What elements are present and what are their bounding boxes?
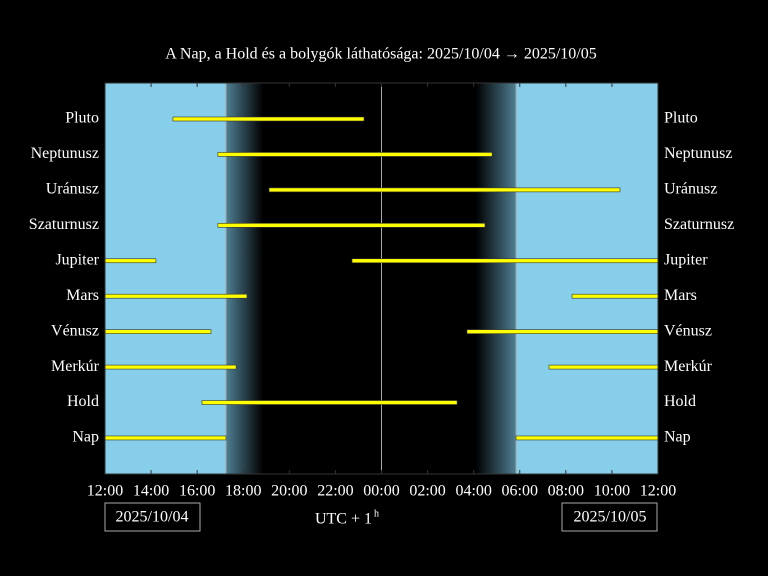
x-axis-label-sup: h xyxy=(374,508,379,519)
x-tick-label: 16:00 xyxy=(179,483,215,500)
row-label: Mars xyxy=(66,287,99,304)
x-tick-label: 04:00 xyxy=(455,483,491,500)
x-tick-label: 14:00 xyxy=(133,483,169,500)
row-label: Szaturnusz xyxy=(29,216,99,233)
end-date: 2025/10/05 xyxy=(574,509,647,526)
row-label: Uránusz xyxy=(664,181,717,198)
visibility-bar xyxy=(104,293,248,299)
row-label: Uránusz xyxy=(46,181,99,198)
row-label: Vénusz xyxy=(51,322,99,339)
x-tick-label: 02:00 xyxy=(409,483,445,500)
visibility-bar xyxy=(217,223,486,228)
date-box xyxy=(561,502,658,532)
visibility-bar xyxy=(351,258,659,264)
visibility-bar xyxy=(104,258,157,264)
chart-title: A Nap, a Hold és a bolygók láthatósága: … xyxy=(165,46,597,63)
start-date: 2025/10/04 xyxy=(116,509,189,526)
row-label: Jupiter xyxy=(664,251,708,268)
x-tick-label: 22:00 xyxy=(317,483,353,500)
day xyxy=(516,83,658,474)
visibility-bar xyxy=(201,400,458,405)
visibility-bar xyxy=(548,364,659,370)
x-tick-label: 20:00 xyxy=(271,483,307,500)
row-label: Merkúr xyxy=(51,358,100,375)
twilight xyxy=(225,83,264,474)
visibility-bar xyxy=(104,364,237,370)
visibility-bar xyxy=(104,329,212,334)
x-tick-label: 00:00 xyxy=(363,483,399,500)
row-label: Hold xyxy=(664,393,696,410)
plot-frame xyxy=(104,82,659,475)
visibility-bar xyxy=(172,116,365,122)
row-label: Hold xyxy=(67,393,99,410)
visibility-bar xyxy=(515,435,659,441)
x-tick-label: 12:00 xyxy=(87,483,123,500)
row-label: Jupiter xyxy=(55,251,99,268)
x-tick-label: 18:00 xyxy=(225,483,261,500)
row-label: Mars xyxy=(664,287,697,304)
row-label: Pluto xyxy=(664,110,698,127)
date-box xyxy=(104,502,201,532)
row-label: Vénusz xyxy=(664,322,712,339)
row-label: Nap xyxy=(664,429,691,446)
visibility-bar xyxy=(571,293,659,299)
visibility-bar xyxy=(104,435,227,441)
row-label: Merkúr xyxy=(664,358,713,375)
visibility-bar xyxy=(268,187,621,193)
row-label: Neptunusz xyxy=(664,145,732,162)
x-axis-label: UTC + 1 xyxy=(315,511,372,528)
x-tick-label: 12:00 xyxy=(640,483,676,500)
visibility-bar xyxy=(217,152,493,157)
twilight xyxy=(475,83,517,474)
x-tick-label: 06:00 xyxy=(502,483,538,500)
x-tick-label: 08:00 xyxy=(548,483,584,500)
visibility-bar xyxy=(466,329,659,334)
row-label: Szaturnusz xyxy=(664,216,734,233)
plot-area: 12:00 14:00 16:00 18:00 20:00 22:00 00:00 02:00… xyxy=(29,82,734,500)
row-label: Nap xyxy=(72,429,99,446)
day xyxy=(105,83,226,474)
row-label: Pluto xyxy=(65,110,99,127)
row-label: Neptunusz xyxy=(31,145,99,162)
x-tick-label: 10:00 xyxy=(594,483,630,500)
